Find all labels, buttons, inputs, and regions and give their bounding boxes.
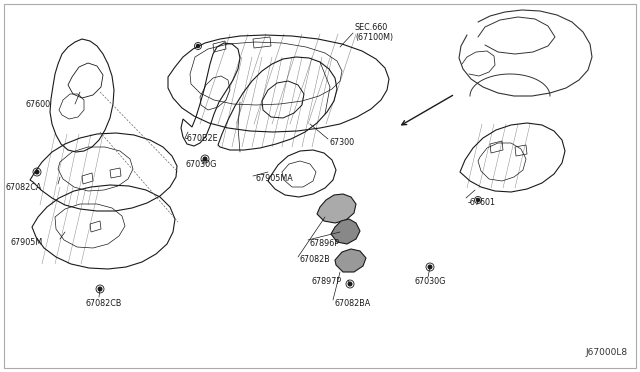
Polygon shape <box>317 194 356 223</box>
Text: 67082B: 67082B <box>300 256 331 264</box>
Circle shape <box>196 44 200 48</box>
Text: 67082CB: 67082CB <box>85 299 122 308</box>
Text: 67030G: 67030G <box>185 160 216 169</box>
Text: 67896P: 67896P <box>310 240 340 248</box>
Circle shape <box>204 157 207 161</box>
Text: 67600: 67600 <box>25 99 50 109</box>
Circle shape <box>35 170 39 174</box>
Text: J67000L8: J67000L8 <box>586 348 628 357</box>
Circle shape <box>98 287 102 291</box>
Text: -67601: -67601 <box>468 198 496 206</box>
Text: -670B2E: -670B2E <box>185 134 219 142</box>
Text: 67300: 67300 <box>330 138 355 147</box>
Polygon shape <box>335 249 366 272</box>
Text: 67082CA: 67082CA <box>5 183 42 192</box>
Circle shape <box>428 265 432 269</box>
Text: 67905MA: 67905MA <box>255 173 292 183</box>
Text: 67905M: 67905M <box>10 237 42 247</box>
Text: 67082BA: 67082BA <box>335 299 371 308</box>
Text: (67100M): (67100M) <box>355 32 393 42</box>
Polygon shape <box>331 219 360 244</box>
Circle shape <box>348 282 352 286</box>
Circle shape <box>476 198 479 202</box>
Text: 67897P: 67897P <box>312 278 342 286</box>
Text: 67030G: 67030G <box>415 278 446 286</box>
Text: SEC.660: SEC.660 <box>355 22 388 32</box>
